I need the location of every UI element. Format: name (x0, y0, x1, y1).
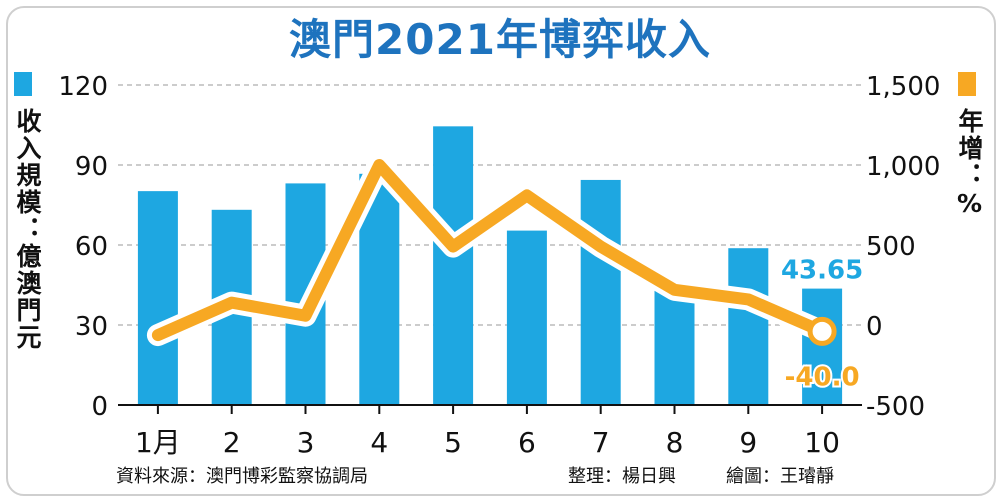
right-tick-label: 1,000 (866, 152, 940, 182)
left-tick-label: 90 (75, 152, 108, 182)
x-tick-label: 9 (739, 426, 757, 459)
x-tick-label: 3 (297, 426, 315, 459)
bar (580, 179, 621, 405)
bar (654, 286, 695, 405)
data-source-text: 資料來源：澳門博彩監察協調局 (116, 466, 368, 487)
right-tick-label: 500 (866, 232, 916, 262)
bar (506, 230, 547, 405)
drawn-by-text: 繪圖：王璿靜 (726, 466, 834, 487)
x-tick-label: 10 (804, 426, 840, 459)
x-tick-label: 1月 (135, 426, 181, 459)
x-tick-label: 5 (444, 426, 462, 459)
left-tick-label: 0 (91, 392, 108, 422)
x-tick-label: 8 (666, 426, 684, 459)
x-tick-label: 2 (223, 426, 241, 459)
legend-line-swatch (958, 72, 976, 96)
bar (433, 126, 474, 405)
x-tick-label: 6 (518, 426, 536, 459)
left-axis-label: 收入規模：億澳門元 (13, 108, 42, 351)
x-tick-label: 4 (370, 426, 388, 459)
bar (137, 191, 178, 405)
chart-title: 澳門2021年博弈收入 (289, 15, 711, 64)
compiled-by-text: 整理：楊日興 (568, 466, 676, 487)
left-tick-label: 60 (75, 232, 108, 262)
line-end-marker (807, 316, 837, 346)
bar-data-label: 43.65 (781, 256, 863, 286)
right-tick-label: 1,500 (866, 72, 940, 102)
legend-bar-swatch (14, 72, 32, 96)
right-tick-label: 0 (866, 312, 883, 342)
right-tick-label: -500 (866, 392, 925, 422)
growth-line (151, 159, 829, 342)
left-tick-label: 30 (75, 312, 108, 342)
bar (728, 248, 769, 405)
bar (802, 288, 843, 405)
left-tick-label: 120 (58, 72, 108, 102)
right-axis-label: 年增：% (955, 108, 984, 220)
x-tick-label: 7 (592, 426, 610, 459)
line-data-label: -40.0 (785, 362, 860, 392)
